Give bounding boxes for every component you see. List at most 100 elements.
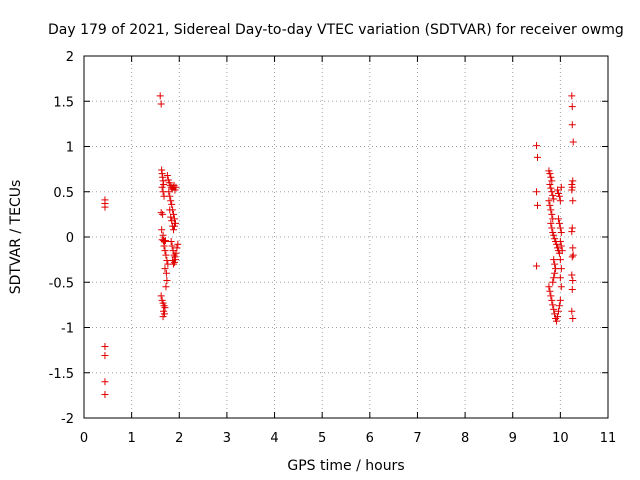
data-point bbox=[547, 219, 555, 227]
data-point bbox=[549, 278, 557, 286]
data-point bbox=[549, 191, 557, 199]
data-point bbox=[163, 171, 171, 179]
data-point bbox=[548, 210, 556, 218]
data-point bbox=[156, 92, 164, 100]
x-tick-label: 10 bbox=[552, 431, 569, 446]
data-point bbox=[568, 271, 576, 279]
data-point bbox=[569, 276, 577, 284]
data-point bbox=[551, 260, 559, 268]
data-point bbox=[162, 283, 170, 291]
grid bbox=[84, 56, 608, 418]
data-point bbox=[569, 314, 577, 322]
data-point bbox=[101, 343, 109, 351]
data-point bbox=[569, 138, 577, 146]
data-point bbox=[533, 188, 541, 196]
x-tick-label: 11 bbox=[600, 431, 617, 446]
data-point bbox=[568, 253, 576, 261]
data-point bbox=[557, 242, 565, 250]
data-point bbox=[172, 183, 180, 191]
data-point bbox=[556, 224, 564, 232]
data-point bbox=[533, 201, 541, 209]
data-point bbox=[157, 209, 165, 217]
data-point bbox=[167, 238, 175, 246]
data-point bbox=[548, 296, 556, 304]
data-point bbox=[170, 251, 178, 259]
data-point bbox=[556, 296, 564, 304]
data-point bbox=[546, 201, 554, 209]
data-point bbox=[167, 213, 175, 221]
x-tick-label: 2 bbox=[175, 431, 183, 446]
data-point bbox=[569, 244, 577, 252]
data-point bbox=[553, 317, 561, 325]
data-point bbox=[547, 173, 555, 181]
y-tick-label: -2 bbox=[61, 412, 74, 427]
data-point bbox=[548, 177, 556, 185]
y-tick-label: -0.5 bbox=[49, 276, 74, 291]
x-tick-labels: 0 1 2 3 4 5 6 7 8 9 10 11 bbox=[80, 431, 616, 446]
data-point bbox=[569, 197, 577, 205]
data-point bbox=[101, 378, 109, 386]
data-point bbox=[170, 260, 178, 268]
data-point bbox=[168, 200, 176, 208]
data-point bbox=[166, 206, 174, 214]
y-tick-label: -1.5 bbox=[49, 367, 74, 382]
y-axis-label: SDTVAR / TECUs bbox=[8, 180, 24, 295]
x-tick-label: 0 bbox=[80, 431, 88, 446]
data-point bbox=[162, 251, 170, 259]
data-point bbox=[168, 217, 176, 225]
x-tick-label: 6 bbox=[366, 431, 374, 446]
data-point bbox=[568, 103, 576, 111]
data-point bbox=[159, 210, 167, 218]
data-point bbox=[101, 352, 109, 360]
data-point bbox=[171, 256, 179, 264]
data-point bbox=[533, 262, 541, 270]
data-point bbox=[547, 184, 555, 192]
y-tick-label: 1 bbox=[66, 141, 74, 156]
data-point bbox=[546, 181, 554, 189]
data-point bbox=[167, 197, 175, 205]
data-point bbox=[171, 222, 179, 230]
data-point bbox=[158, 183, 166, 191]
x-tick-label: 1 bbox=[127, 431, 135, 446]
x-tick-label: 9 bbox=[509, 431, 517, 446]
data-point bbox=[568, 307, 576, 315]
x-axis-label: GPS time / hours bbox=[287, 458, 404, 474]
data-point bbox=[545, 283, 553, 291]
data-point bbox=[101, 390, 109, 398]
data-point bbox=[556, 256, 564, 264]
chart-title: Day 179 of 2021, Sidereal Day-to-day VTE… bbox=[48, 22, 624, 38]
data-point bbox=[172, 249, 180, 257]
data-point bbox=[548, 188, 556, 196]
data-point bbox=[557, 183, 565, 191]
data-point bbox=[160, 242, 168, 250]
data-point bbox=[550, 305, 558, 313]
data-point bbox=[159, 313, 167, 321]
data-point bbox=[171, 215, 179, 223]
data-point bbox=[157, 100, 165, 108]
data-point bbox=[161, 237, 169, 245]
data-point bbox=[162, 269, 170, 277]
y-tick-label: 2 bbox=[66, 50, 74, 65]
data-point bbox=[166, 192, 174, 200]
data-point bbox=[556, 197, 564, 205]
data-point bbox=[556, 274, 564, 282]
data-point bbox=[161, 304, 169, 312]
data-points bbox=[101, 92, 577, 398]
data-point bbox=[569, 177, 577, 185]
y-tick-label: 1.5 bbox=[53, 95, 74, 110]
data-point bbox=[555, 219, 563, 227]
data-point bbox=[550, 256, 558, 264]
data-point bbox=[558, 247, 566, 255]
data-point bbox=[568, 92, 576, 100]
data-point bbox=[168, 242, 176, 250]
x-tick-label: 3 bbox=[223, 431, 231, 446]
data-point bbox=[550, 231, 558, 239]
data-point bbox=[555, 302, 563, 310]
x-tick-label: 4 bbox=[270, 431, 278, 446]
data-point bbox=[546, 287, 554, 295]
data-point bbox=[545, 197, 553, 205]
data-point bbox=[556, 238, 564, 246]
x-tick-label: 5 bbox=[318, 431, 326, 446]
data-point bbox=[173, 244, 181, 252]
